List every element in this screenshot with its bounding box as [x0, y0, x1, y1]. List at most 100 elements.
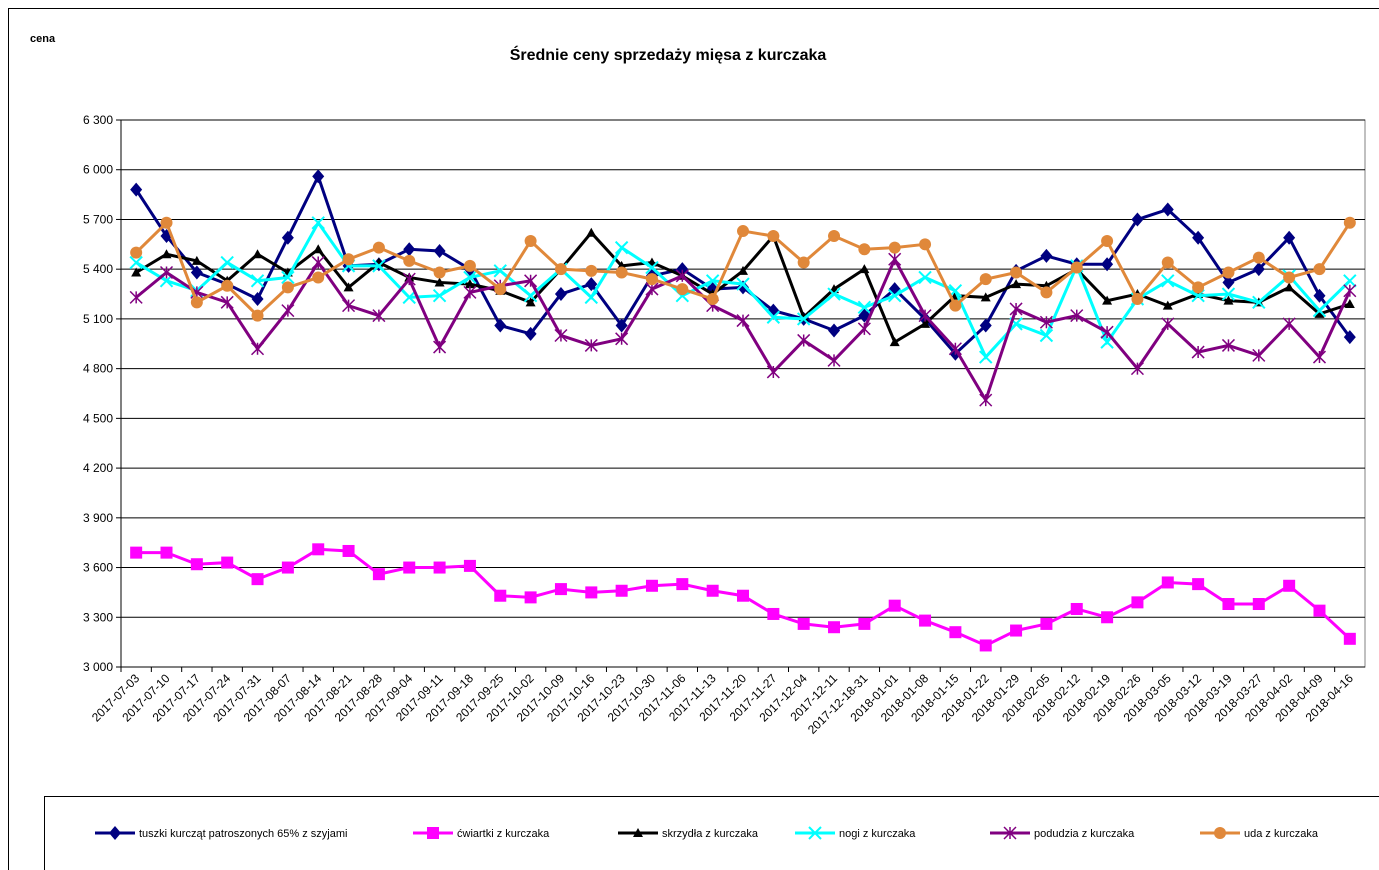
point [464, 279, 475, 289]
point [554, 328, 568, 343]
point [676, 578, 689, 591]
y-tick-label: 3 900 [83, 511, 113, 525]
y-tick-label: 5 400 [83, 262, 113, 276]
point [1011, 279, 1022, 289]
point [889, 337, 900, 347]
point [434, 277, 445, 287]
point [403, 242, 416, 257]
point [251, 342, 265, 356]
point [433, 340, 447, 354]
point [1313, 604, 1326, 617]
point [312, 543, 325, 556]
point [403, 561, 416, 574]
y-tick-label: 4 800 [83, 362, 113, 376]
series [129, 252, 1357, 407]
point [1252, 348, 1266, 362]
series [130, 216, 1356, 322]
point [1223, 295, 1234, 305]
legend-box [44, 796, 1379, 870]
point [615, 332, 629, 346]
y-tick-label: 3 600 [83, 561, 113, 575]
point [554, 287, 567, 302]
point [615, 584, 628, 597]
point [645, 579, 658, 592]
point [979, 350, 993, 364]
point [614, 240, 629, 255]
point [524, 591, 537, 604]
point [1102, 295, 1113, 305]
point [584, 290, 599, 305]
point [433, 561, 446, 574]
point [766, 310, 781, 324]
point [1070, 261, 1083, 274]
point [979, 318, 992, 333]
point [1009, 302, 1023, 316]
point [736, 314, 750, 328]
point [1343, 632, 1356, 645]
y-axis-label: cena [30, 33, 56, 45]
point [1161, 317, 1175, 331]
point [737, 225, 749, 238]
point [554, 583, 567, 596]
point [159, 265, 174, 280]
point [463, 559, 476, 572]
point [949, 626, 962, 639]
point [1161, 576, 1174, 589]
point [645, 273, 658, 286]
point [797, 617, 810, 630]
point [737, 589, 749, 602]
point [221, 556, 234, 569]
point [251, 309, 264, 322]
y-tick-label: 4 500 [83, 411, 113, 425]
point [1283, 230, 1296, 245]
point [828, 621, 841, 634]
point [1192, 281, 1205, 294]
point [859, 264, 870, 274]
point [706, 584, 719, 597]
point [131, 267, 142, 277]
point [1131, 596, 1144, 609]
point [281, 270, 295, 285]
point [1010, 624, 1023, 637]
point [857, 300, 872, 315]
chart-title: Średnie ceny sprzedaży mięsa z kurczaka [510, 45, 827, 64]
point [463, 259, 476, 272]
point [1252, 598, 1265, 611]
point [1039, 315, 1053, 329]
point [313, 244, 324, 254]
legend-label: uda z kurczaka [1244, 828, 1319, 840]
point [1192, 578, 1205, 591]
point [980, 292, 991, 302]
point [584, 338, 598, 352]
point [109, 826, 121, 840]
legend-label: skrzydła z kurczaka [662, 828, 759, 840]
point [738, 265, 748, 275]
point [343, 282, 354, 292]
series [129, 216, 1357, 364]
point [494, 589, 507, 602]
point [281, 561, 294, 574]
point [919, 614, 932, 627]
point [220, 255, 234, 270]
y-tick-label: 6 300 [83, 113, 113, 127]
point [402, 272, 416, 286]
point [586, 227, 597, 237]
point [1221, 338, 1235, 352]
point [130, 546, 143, 559]
point [281, 304, 295, 318]
point [342, 544, 355, 557]
point [281, 281, 294, 294]
point [633, 828, 643, 837]
point [1040, 286, 1053, 299]
point [796, 312, 811, 326]
point [191, 255, 202, 265]
point [342, 299, 356, 313]
point [585, 277, 598, 292]
legend-label: ćwiartki z kurczaka [457, 828, 550, 840]
point [949, 299, 962, 312]
point [372, 309, 386, 323]
point [524, 235, 537, 248]
y-tick-label: 4 200 [83, 461, 113, 475]
point [1313, 263, 1326, 276]
point [130, 246, 143, 259]
